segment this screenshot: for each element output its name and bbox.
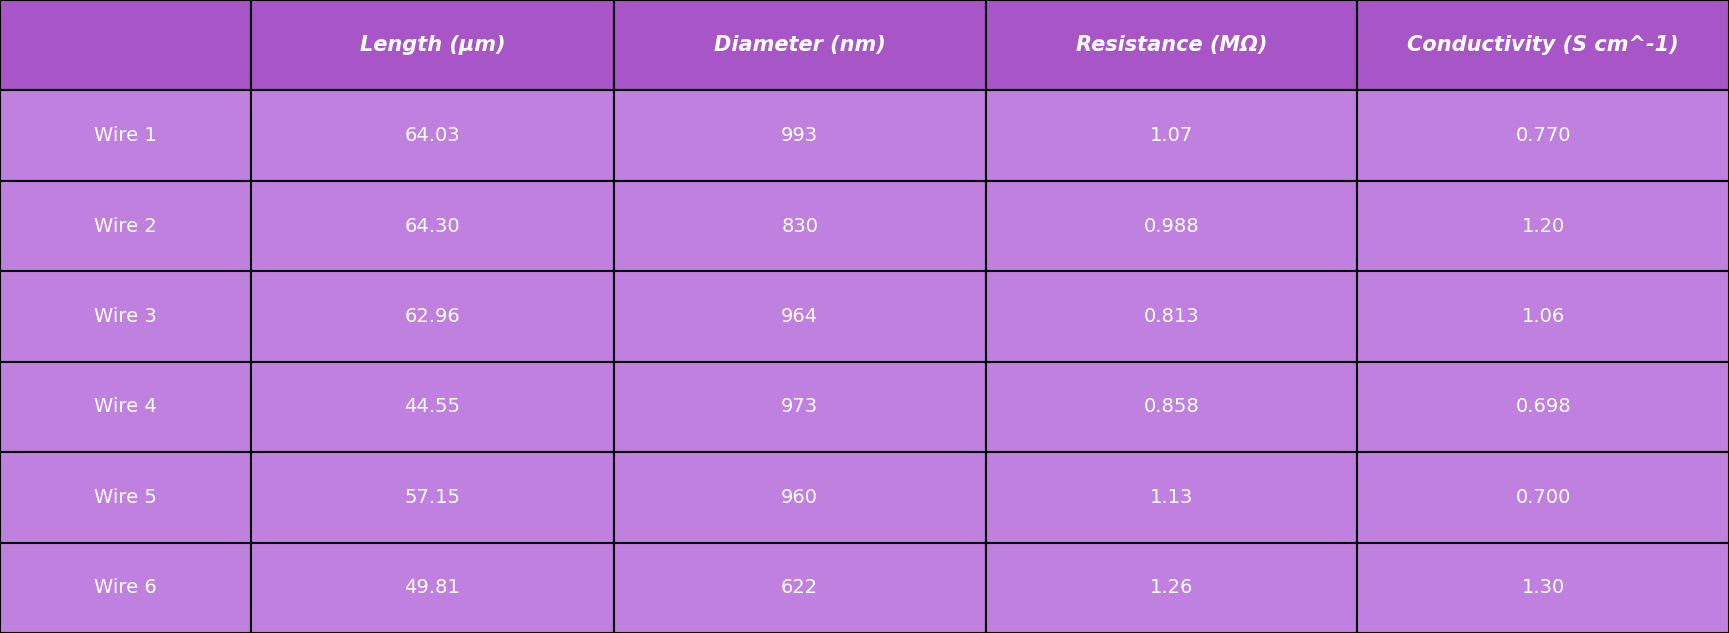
FancyBboxPatch shape xyxy=(0,0,251,91)
FancyBboxPatch shape xyxy=(986,361,1357,452)
FancyBboxPatch shape xyxy=(614,91,986,181)
FancyBboxPatch shape xyxy=(251,452,614,542)
FancyBboxPatch shape xyxy=(251,361,614,452)
FancyBboxPatch shape xyxy=(251,91,614,181)
Text: 964: 964 xyxy=(782,307,818,326)
FancyBboxPatch shape xyxy=(986,452,1357,542)
Text: Wire 2: Wire 2 xyxy=(93,216,157,235)
Text: Diameter (nm): Diameter (nm) xyxy=(714,35,885,55)
FancyBboxPatch shape xyxy=(986,181,1357,272)
Text: 973: 973 xyxy=(782,398,818,417)
FancyBboxPatch shape xyxy=(614,0,986,91)
Text: Wire 4: Wire 4 xyxy=(93,398,157,417)
Text: 57.15: 57.15 xyxy=(405,488,460,507)
Text: 0.770: 0.770 xyxy=(1515,126,1572,145)
FancyBboxPatch shape xyxy=(0,361,251,452)
Text: 1.30: 1.30 xyxy=(1522,579,1565,598)
Text: 830: 830 xyxy=(782,216,818,235)
FancyBboxPatch shape xyxy=(1357,181,1729,272)
FancyBboxPatch shape xyxy=(251,0,614,91)
FancyBboxPatch shape xyxy=(251,542,614,633)
FancyBboxPatch shape xyxy=(1357,452,1729,542)
FancyBboxPatch shape xyxy=(986,272,1357,361)
Text: 1.13: 1.13 xyxy=(1150,488,1193,507)
Text: Conductivity (S cm^-1): Conductivity (S cm^-1) xyxy=(1407,35,1679,55)
FancyBboxPatch shape xyxy=(614,542,986,633)
Text: 44.55: 44.55 xyxy=(405,398,460,417)
FancyBboxPatch shape xyxy=(1357,272,1729,361)
Text: 1.20: 1.20 xyxy=(1522,216,1565,235)
FancyBboxPatch shape xyxy=(0,542,251,633)
Text: 0.813: 0.813 xyxy=(1143,307,1200,326)
FancyBboxPatch shape xyxy=(251,272,614,361)
Text: 0.700: 0.700 xyxy=(1515,488,1572,507)
FancyBboxPatch shape xyxy=(1357,361,1729,452)
Text: Wire 5: Wire 5 xyxy=(93,488,157,507)
Text: 1.06: 1.06 xyxy=(1522,307,1565,326)
Text: 622: 622 xyxy=(782,579,818,598)
Text: 0.698: 0.698 xyxy=(1515,398,1572,417)
FancyBboxPatch shape xyxy=(251,181,614,272)
FancyBboxPatch shape xyxy=(614,361,986,452)
FancyBboxPatch shape xyxy=(1357,0,1729,91)
FancyBboxPatch shape xyxy=(614,181,986,272)
FancyBboxPatch shape xyxy=(0,452,251,542)
Text: 0.988: 0.988 xyxy=(1143,216,1200,235)
FancyBboxPatch shape xyxy=(1357,542,1729,633)
Text: 64.30: 64.30 xyxy=(405,216,460,235)
Text: Length (μm): Length (μm) xyxy=(360,35,505,55)
Text: 62.96: 62.96 xyxy=(405,307,460,326)
Text: 960: 960 xyxy=(782,488,818,507)
Text: 0.858: 0.858 xyxy=(1143,398,1200,417)
FancyBboxPatch shape xyxy=(614,272,986,361)
Text: Wire 6: Wire 6 xyxy=(93,579,157,598)
FancyBboxPatch shape xyxy=(0,91,251,181)
FancyBboxPatch shape xyxy=(614,452,986,542)
Text: 1.26: 1.26 xyxy=(1150,579,1193,598)
Text: 993: 993 xyxy=(782,126,818,145)
Text: Wire 3: Wire 3 xyxy=(93,307,157,326)
FancyBboxPatch shape xyxy=(986,542,1357,633)
FancyBboxPatch shape xyxy=(0,272,251,361)
Text: Wire 1: Wire 1 xyxy=(93,126,157,145)
FancyBboxPatch shape xyxy=(986,91,1357,181)
FancyBboxPatch shape xyxy=(0,181,251,272)
FancyBboxPatch shape xyxy=(986,0,1357,91)
FancyBboxPatch shape xyxy=(1357,91,1729,181)
Text: 64.03: 64.03 xyxy=(405,126,460,145)
Text: 49.81: 49.81 xyxy=(405,579,460,598)
Text: 1.07: 1.07 xyxy=(1150,126,1193,145)
Text: Resistance (MΩ): Resistance (MΩ) xyxy=(1075,35,1267,55)
